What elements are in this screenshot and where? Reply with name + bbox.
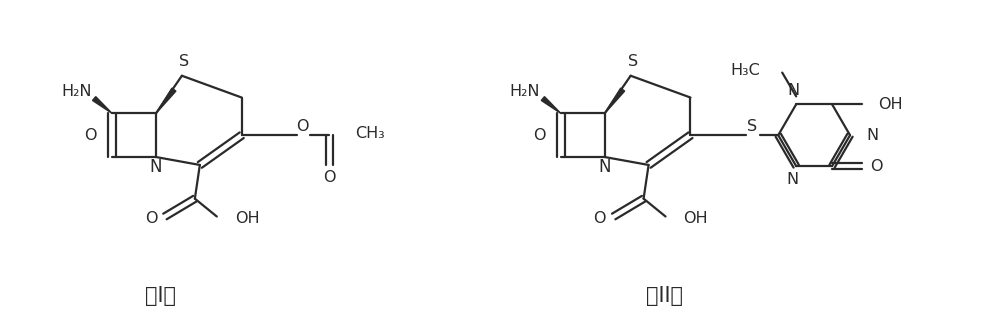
Text: O: O <box>84 128 96 143</box>
Polygon shape <box>156 88 176 114</box>
Text: O: O <box>870 159 882 174</box>
Text: CH₃: CH₃ <box>355 126 385 141</box>
Polygon shape <box>93 97 112 114</box>
Text: O: O <box>533 128 545 143</box>
Text: OH: OH <box>235 211 259 226</box>
Text: S: S <box>747 119 757 134</box>
Text: （I）: （I） <box>145 286 176 306</box>
Text: O: O <box>593 211 606 226</box>
Text: O: O <box>145 211 157 226</box>
Text: OH: OH <box>878 97 903 112</box>
Text: N: N <box>787 83 799 98</box>
Text: H₂N: H₂N <box>510 84 540 99</box>
Text: （II）: （II） <box>646 286 683 306</box>
Text: N: N <box>786 172 798 187</box>
Text: S: S <box>179 54 189 69</box>
Text: N: N <box>598 158 611 176</box>
Text: H₃C: H₃C <box>731 63 760 78</box>
Text: S: S <box>628 54 638 69</box>
Polygon shape <box>541 97 561 114</box>
Text: O: O <box>296 119 309 134</box>
Polygon shape <box>605 88 625 114</box>
Text: O: O <box>323 170 336 185</box>
Text: N: N <box>150 158 162 176</box>
Text: H₂N: H₂N <box>61 84 91 99</box>
Text: OH: OH <box>683 211 708 226</box>
Text: N: N <box>866 128 878 143</box>
